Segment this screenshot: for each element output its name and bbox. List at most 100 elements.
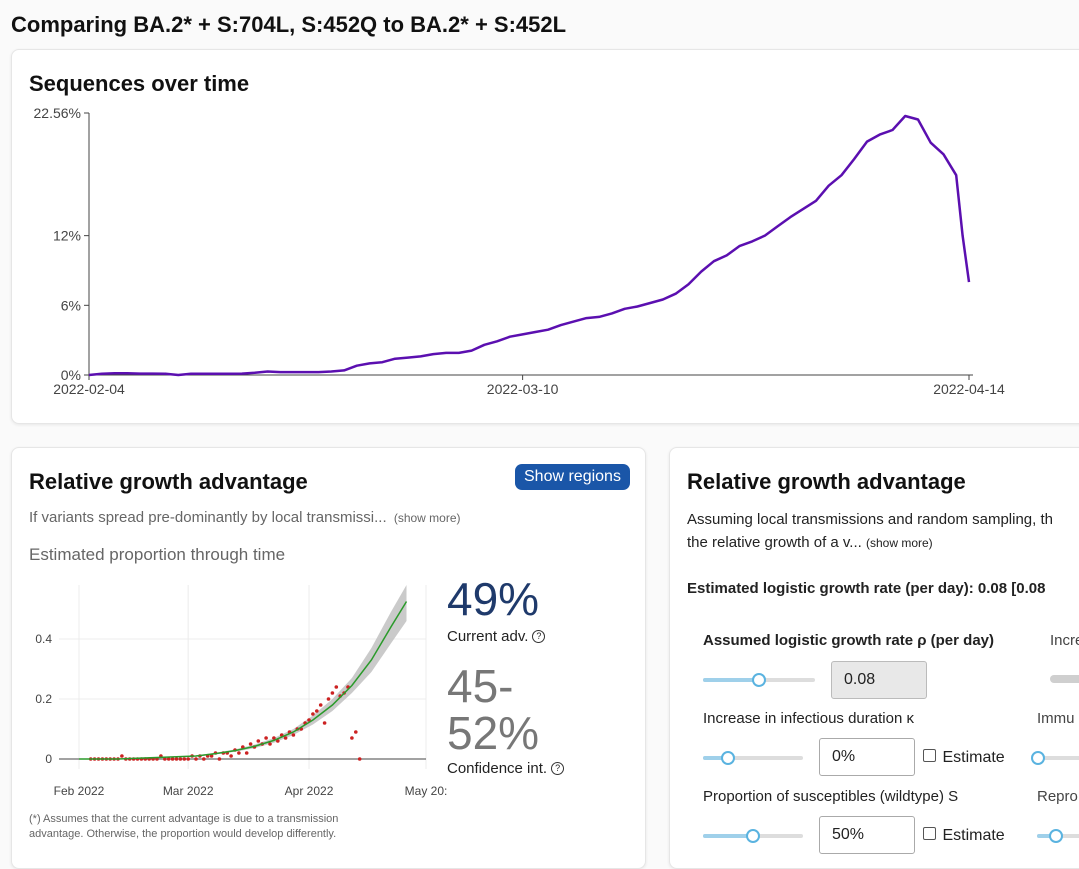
sequences-line [88, 114, 971, 377]
slider-handle[interactable] [721, 751, 735, 765]
infectious-duration-label: Increase in infectious duration κ [703, 710, 914, 727]
data-point [237, 751, 241, 755]
data-point [334, 685, 339, 689]
data-point [186, 757, 190, 761]
x-tick-label: Mar 2022 [163, 784, 214, 798]
y-tick-label: 0% [61, 367, 81, 383]
slider-fill [703, 756, 728, 760]
infectious-estimate-option[interactable]: Estimate [923, 749, 1005, 767]
y-tick-label: 0 [45, 752, 52, 766]
cut-label-3: Repro [1037, 788, 1078, 805]
growth-rate-description-line2: the relative growth of a v... [687, 534, 862, 551]
slider-handle[interactable] [1031, 751, 1045, 765]
confidence-band [79, 585, 407, 759]
show-more-link[interactable]: (show more) [393, 511, 461, 525]
susceptibles-input[interactable]: 50% [819, 816, 915, 854]
data-point [174, 757, 179, 761]
immunity-slider[interactable] [1031, 751, 1079, 765]
y-tick-label: 0.2 [35, 692, 52, 706]
footnote-line-1: (*) Assumes that the current advantage i… [29, 813, 339, 825]
data-point [194, 757, 198, 761]
slider-fill [1037, 834, 1057, 838]
data-point [170, 757, 175, 761]
data-point [272, 736, 276, 740]
data-point [256, 739, 261, 743]
data-point [182, 757, 187, 761]
x-tick-label: Feb 2022 [54, 784, 105, 798]
estimate-label: Estimate [942, 827, 1005, 844]
confidence-interval-line2: 52% [447, 707, 540, 759]
cut-label-2: Immu [1037, 710, 1075, 727]
susceptibles-slider[interactable] [703, 829, 803, 843]
data-point [202, 757, 206, 761]
susceptibles-estimate-option[interactable]: Estimate [923, 827, 1005, 845]
estimate-checkbox[interactable] [923, 827, 936, 840]
disabled-slider [1050, 675, 1079, 683]
current-advantage-label-row: Current adv.? [447, 628, 546, 645]
help-icon[interactable]: ? [532, 630, 546, 643]
slider-handle[interactable] [1049, 829, 1063, 843]
data-point [248, 742, 253, 746]
growth-description: If variants spread pre-dominantly by loc… [29, 509, 461, 526]
y-tick-label: 22.56% [34, 105, 81, 121]
growth-rate-title: Relative growth advantage [687, 469, 966, 494]
estimated-rate-label: Estimated logistic growth rate (per day)… [687, 580, 1046, 597]
data-point [166, 757, 171, 761]
data-point [311, 712, 315, 716]
help-icon[interactable]: ? [551, 762, 565, 775]
data-point [291, 733, 296, 737]
assumed-rate-slider[interactable] [703, 673, 815, 687]
x-tick-label: 2022-04-14 [933, 381, 1005, 397]
infectious-duration-input[interactable]: 0% [819, 738, 915, 776]
show-regions-button[interactable]: Show regions [515, 464, 630, 490]
x-tick-label: Apr 2022 [285, 784, 334, 798]
current-advantage-value: 49% [447, 573, 540, 625]
growth-description-text: If variants spread pre-dominantly by loc… [29, 509, 387, 526]
confidence-interval-label: Confidence int. [447, 760, 548, 777]
data-point [276, 739, 280, 743]
infectious-duration-slider[interactable] [703, 751, 803, 765]
data-point [350, 736, 354, 740]
x-tick-label: 2022-02-04 [53, 381, 125, 397]
data-point [315, 709, 319, 713]
page-title: Comparing BA.2* + S:704L, S:452Q to BA.2… [11, 12, 567, 37]
data-point [229, 754, 233, 758]
x-tick-label: 2022-03-10 [487, 381, 559, 397]
cut-label-1: Incre [1050, 632, 1079, 649]
proportion-chart: Feb 2022 Mar 2022 Apr 2022 May 20: 0 0.2 0.4 [35, 585, 448, 798]
slider-handle[interactable] [752, 673, 766, 687]
confidence-interval-line1: 45- [447, 660, 514, 712]
fit-line [79, 601, 408, 760]
data-point [209, 754, 214, 758]
slider-fill [703, 834, 753, 838]
estimate-checkbox[interactable] [923, 749, 936, 762]
assumed-rate-label: Assumed logistic growth rate ρ (per day) [703, 632, 994, 649]
reproduction-slider[interactable] [1037, 829, 1079, 843]
data-point [264, 736, 268, 740]
data-point [307, 718, 311, 722]
estimated-proportion-subtitle: Estimated proportion through time [29, 545, 286, 564]
current-advantage-label: Current adv. [447, 628, 529, 645]
y-tick-label: 0.4 [35, 632, 52, 646]
slider-handle[interactable] [746, 829, 760, 843]
data-point [268, 742, 272, 746]
y-tick-label: 6% [61, 297, 81, 313]
data-point [330, 691, 335, 695]
slider-fill [703, 678, 759, 682]
data-point [326, 697, 331, 701]
sequences-chart: 0% 6% 12% 22.56% 2022-02-04 2022-03-10 2022-04… [34, 105, 1005, 397]
footnote-line-2: advantage. Otherwise, the proportion wou… [29, 828, 337, 840]
growth-rate-description-line1: Assuming local transmissions and random … [687, 511, 1053, 528]
data-point [357, 757, 362, 761]
data-point [283, 736, 288, 740]
x-tick-label: May 20: [405, 784, 448, 798]
data-point [163, 757, 167, 761]
confidence-interval-label-row: Confidence int.? [447, 760, 565, 777]
data-point [322, 721, 327, 725]
show-more-link[interactable]: (show more) [865, 536, 933, 550]
data-point [318, 703, 323, 707]
data-point [354, 730, 358, 734]
assumed-rate-input: 0.08 [831, 661, 927, 699]
data-point [120, 754, 124, 758]
sequences-card: Sequences over time [11, 49, 1079, 424]
